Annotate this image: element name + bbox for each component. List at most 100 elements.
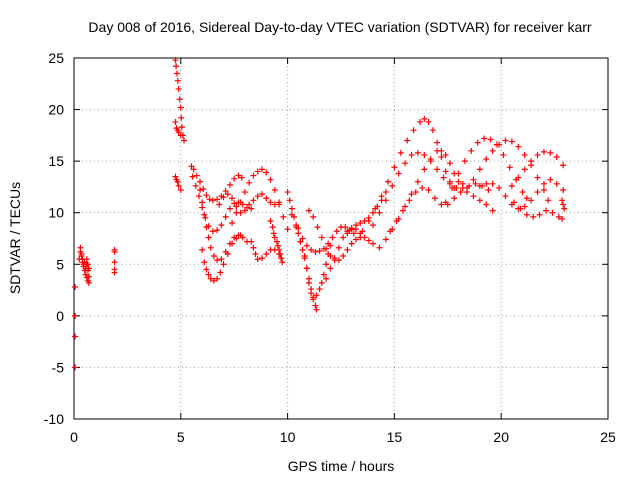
data-point <box>549 209 556 216</box>
data-point <box>560 187 567 194</box>
data-point <box>237 232 244 239</box>
data-point <box>365 237 372 244</box>
data-point <box>476 166 483 173</box>
data-point <box>331 255 338 262</box>
data-point <box>175 182 182 189</box>
data-point <box>111 248 118 255</box>
data-point <box>470 193 477 200</box>
data-point <box>560 201 567 208</box>
data-point <box>470 176 477 183</box>
data-point <box>284 226 291 233</box>
data-point <box>481 135 488 142</box>
data-point <box>216 201 223 208</box>
data-point <box>489 207 496 214</box>
data-point <box>318 234 325 241</box>
data-point <box>205 271 212 278</box>
data-point <box>203 224 210 231</box>
data-point <box>382 189 389 196</box>
data-point <box>197 178 204 185</box>
data-point <box>412 189 419 196</box>
data-point <box>288 205 295 212</box>
data-point <box>214 227 221 234</box>
data-point <box>540 148 547 155</box>
data-point <box>310 294 317 301</box>
data-point <box>231 175 238 182</box>
data-point <box>387 228 394 235</box>
data-point <box>314 224 321 231</box>
data-point <box>547 149 554 156</box>
data-point <box>325 240 332 247</box>
data-point <box>320 271 327 278</box>
data-point <box>77 244 84 251</box>
x-tick-label: 15 <box>387 429 403 445</box>
data-point <box>370 240 377 247</box>
data-point <box>244 204 251 211</box>
data-point <box>258 255 265 262</box>
data-point <box>226 181 233 188</box>
data-point <box>295 225 302 232</box>
data-point <box>316 286 323 293</box>
data-point <box>310 213 317 220</box>
data-point <box>83 256 90 263</box>
data-point <box>254 193 261 200</box>
data-point <box>376 209 383 216</box>
data-point <box>214 275 221 282</box>
data-point <box>561 205 568 212</box>
data-point <box>85 273 92 280</box>
data-point <box>457 189 464 196</box>
data-point <box>555 213 562 220</box>
data-point <box>327 265 334 272</box>
data-point <box>340 253 347 260</box>
data-point <box>365 217 372 224</box>
y-tick-label: -10 <box>44 411 64 427</box>
data-point <box>200 185 207 192</box>
y-axis-label: SDTVAR / TECUs <box>7 182 23 294</box>
data-point <box>408 151 415 158</box>
data-point <box>440 174 447 181</box>
data-point <box>177 104 184 111</box>
data-point <box>425 118 432 125</box>
data-point <box>197 187 204 194</box>
data-point <box>487 136 494 143</box>
data-point <box>517 205 524 212</box>
data-point <box>188 163 195 170</box>
data-point <box>515 174 522 181</box>
data-point <box>181 137 188 144</box>
data-point <box>344 230 351 237</box>
data-point <box>233 209 240 216</box>
data-point <box>543 207 550 214</box>
data-point <box>207 244 214 251</box>
data-point <box>446 180 453 187</box>
data-point <box>276 246 283 253</box>
data-point <box>560 162 567 169</box>
data-point <box>508 182 515 189</box>
data-point <box>286 197 293 204</box>
data-point <box>241 189 248 196</box>
data-point <box>201 211 208 218</box>
y-tick-label: 25 <box>48 50 64 66</box>
data-point <box>85 279 92 286</box>
data-point <box>173 70 180 77</box>
data-point <box>267 176 274 183</box>
data-point <box>258 191 265 198</box>
data-point <box>269 224 276 231</box>
data-point <box>502 193 509 200</box>
data-point <box>376 244 383 251</box>
data-point <box>442 199 449 206</box>
data-points <box>72 57 568 371</box>
data-point <box>402 203 409 210</box>
data-point <box>434 166 441 173</box>
y-tick-label: 5 <box>56 256 64 272</box>
data-point <box>483 201 490 208</box>
data-point <box>248 205 255 212</box>
data-point <box>451 195 458 202</box>
data-point <box>210 277 217 284</box>
data-point <box>427 156 434 163</box>
data-point <box>348 226 355 233</box>
data-point <box>419 184 426 191</box>
data-point <box>359 228 366 235</box>
data-point <box>277 250 284 257</box>
data-point <box>350 230 357 237</box>
data-point <box>511 199 518 206</box>
data-point <box>267 217 274 224</box>
